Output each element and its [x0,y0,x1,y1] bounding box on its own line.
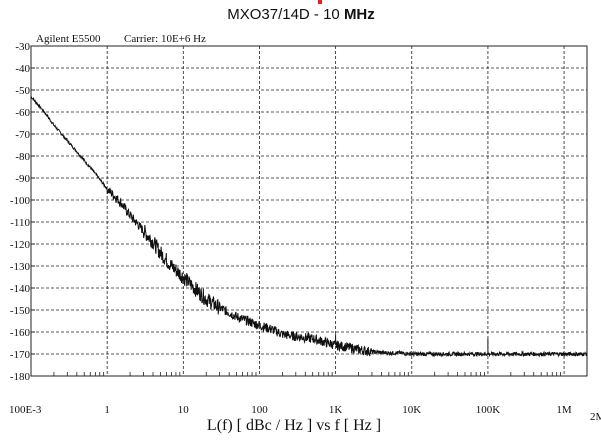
y-tick-labels: -30 -40 -50 -60 -70 -80 -90 -100 -110 -120 -130 -14… [10,41,31,383]
y-tick-label: -180 [10,371,31,383]
chart-grid [31,45,587,377]
x-tick-labels: 100E-3 1 10 100 1K 10K 100K 1M 2M [9,404,601,423]
y-tick-label: -50 [15,85,30,97]
x-tick-label: 10 [178,404,190,416]
instrument-label: Agilent E5500 [36,33,101,45]
carrier-label: Carrier: 10E+6 Hz [124,33,206,45]
y-tick-label: -100 [10,195,31,207]
chart-title-main: MXO37/14D - 10 [227,6,344,23]
x-tick-label: 100E-3 [9,404,42,416]
x-axis-label: L(f) [ dBc / Hz ] vs f [ Hz ] [207,417,381,434]
phase-noise-trace [30,96,588,358]
x-tick-label: 2M [590,411,601,423]
x-tick-label: 1M [556,404,572,416]
y-tick-label: -60 [15,107,30,119]
y-tick-label: -120 [10,239,31,251]
x-tick-label: 1K [329,404,343,416]
y-tick-label: -110 [10,217,30,229]
chart-title: MXO37/14D - 10 MHz [206,6,396,23]
y-tick-label: -140 [10,283,31,295]
brand-red-mark [318,0,322,4]
x-tick-label: 1 [104,404,110,416]
y-tick-label: -150 [10,305,31,317]
y-tick-label: -160 [10,327,31,339]
y-tick-label: -130 [10,261,31,273]
y-tick-label: -30 [15,41,30,53]
chart-title-unit: MHz [343,6,375,23]
x-tick-label: 10K [402,404,421,416]
y-tick-label: -170 [10,349,31,361]
y-tick-label: -70 [15,129,30,141]
x-tick-label: 100K [476,404,501,416]
y-tick-label: -40 [15,63,30,75]
y-tick-label: -80 [15,151,30,163]
y-tick-label: -90 [15,173,30,185]
plot-frame [30,45,588,377]
x-tick-label: 100 [251,404,268,416]
